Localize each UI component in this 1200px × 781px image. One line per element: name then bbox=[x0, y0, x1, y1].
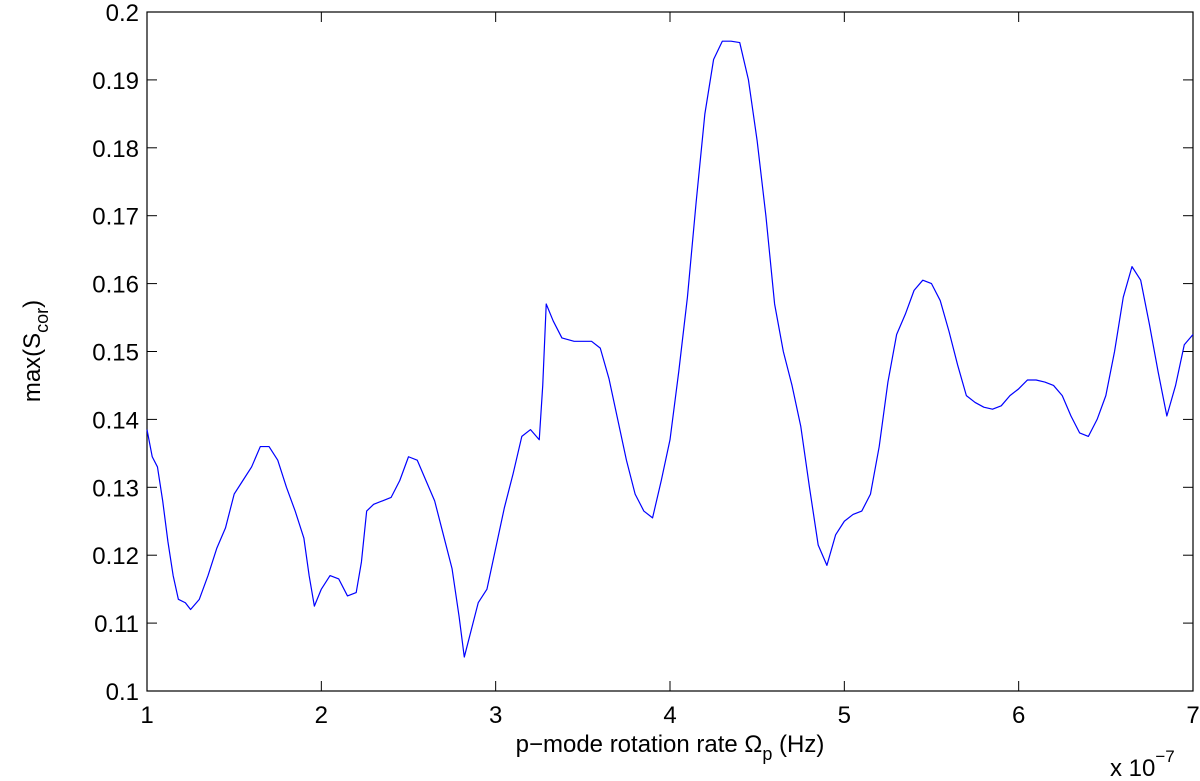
y-tick-label: 0.18 bbox=[92, 136, 139, 163]
x-tick-label: 7 bbox=[1186, 702, 1199, 729]
x-tick-label: 4 bbox=[663, 702, 676, 729]
y-tick-label: 0.19 bbox=[92, 68, 139, 95]
y-tick-label: 0.2 bbox=[106, 0, 139, 27]
y-axis-label-main: max(S bbox=[19, 333, 46, 402]
x-tick-label: 3 bbox=[489, 702, 502, 729]
y-tick-label: 0.17 bbox=[92, 204, 139, 231]
y-tick-label: 0.14 bbox=[92, 407, 139, 434]
y-tick-label: 0.16 bbox=[92, 272, 139, 299]
y-tick-label: 0.1 bbox=[106, 679, 139, 706]
x-axis-label-sub: p bbox=[762, 744, 772, 764]
y-axis-label-end: ) bbox=[19, 300, 46, 308]
x-axis-label-main: p−mode rotation rate Ω bbox=[516, 731, 763, 758]
data-line bbox=[146, 40, 1194, 658]
x-tick-label: 5 bbox=[838, 702, 851, 729]
y-tick-label: 0.15 bbox=[92, 340, 139, 367]
x-tick-label: 1 bbox=[140, 702, 153, 729]
x-tick-label: 2 bbox=[315, 702, 328, 729]
y-tick-label: 0.13 bbox=[92, 475, 139, 502]
y-tick-label: 0.12 bbox=[92, 543, 139, 570]
x-multiplier: x 10−7 bbox=[1110, 747, 1175, 781]
y-tick-label: 0.11 bbox=[94, 611, 139, 638]
x-multiplier-exp: −7 bbox=[1155, 747, 1174, 766]
x-tick-label: 6 bbox=[1012, 702, 1025, 729]
y-axis-label-sub: cor bbox=[32, 308, 52, 333]
x-axis-label: p−mode rotation rate Ωp (Hz) bbox=[516, 731, 825, 764]
plot-frame bbox=[146, 11, 1194, 692]
y-axis-label: max(Scor) bbox=[19, 300, 52, 402]
x-axis-label-end: (Hz) bbox=[772, 731, 824, 758]
x-multiplier-base: x 10 bbox=[1110, 755, 1155, 781]
